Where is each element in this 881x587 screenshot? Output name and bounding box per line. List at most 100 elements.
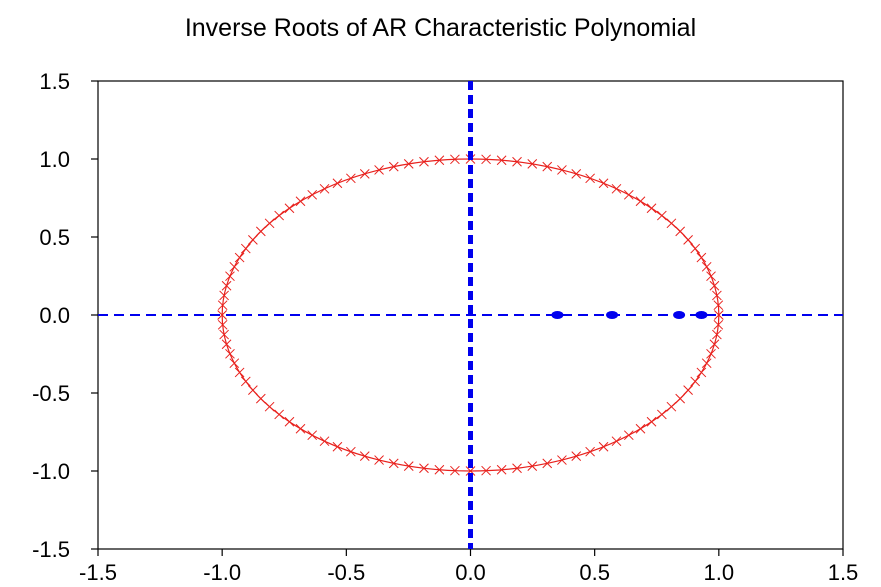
unit-circle-marker bbox=[709, 339, 720, 350]
unit-circle-marker bbox=[557, 165, 567, 175]
unit-circle-marker bbox=[221, 280, 232, 291]
unit-circle-marker bbox=[683, 234, 693, 245]
unit-circle-marker bbox=[712, 290, 722, 301]
unit-circle-marker bbox=[374, 165, 384, 175]
unit-circle-marker bbox=[712, 329, 722, 340]
unit-circle-marker bbox=[248, 385, 258, 396]
unit-circle-marker bbox=[542, 161, 553, 172]
unit-circle-marker bbox=[295, 423, 306, 434]
unit-circle-marker bbox=[388, 458, 399, 469]
y-tick-label: 0.0 bbox=[39, 303, 70, 328]
unit-circle-marker bbox=[635, 423, 646, 434]
unit-circle-marker bbox=[221, 339, 232, 350]
unit-circle-marker bbox=[611, 436, 622, 447]
unit-circle-marker bbox=[229, 358, 240, 369]
unit-circle-marker bbox=[307, 430, 318, 441]
unit-circle-marker bbox=[542, 458, 553, 469]
unit-circle-marker bbox=[571, 451, 582, 462]
unit-circle-marker bbox=[332, 178, 343, 189]
unit-circle-marker bbox=[419, 463, 429, 474]
x-tick-label: -1.0 bbox=[203, 560, 241, 585]
unit-circle-marker bbox=[264, 401, 275, 412]
unit-circle-marker bbox=[225, 271, 235, 282]
unit-circle-marker bbox=[496, 155, 507, 166]
unit-circle-marker bbox=[264, 218, 275, 229]
unit-circle-marker bbox=[623, 189, 634, 200]
x-tick-label: 1.0 bbox=[704, 560, 735, 585]
y-tick-label: -1.5 bbox=[32, 537, 70, 562]
unit-circle-marker bbox=[713, 300, 724, 311]
unit-circle-marker bbox=[359, 168, 370, 179]
unit-circle-marker bbox=[496, 464, 507, 475]
x-tick-label: -1.5 bbox=[79, 560, 117, 585]
unit-circle-marker bbox=[374, 455, 384, 465]
unit-circle-marker bbox=[240, 376, 251, 387]
unit-circle-marker bbox=[683, 385, 693, 396]
root-point bbox=[551, 311, 564, 319]
x-tick-label: 0.5 bbox=[579, 560, 610, 585]
unit-circle-marker bbox=[571, 168, 582, 179]
unit-circle-marker bbox=[713, 310, 724, 320]
unit-circle-marker bbox=[675, 393, 686, 404]
unit-circle-marker bbox=[623, 430, 634, 441]
unit-circle-marker bbox=[635, 196, 646, 207]
unit-circle-marker bbox=[656, 210, 667, 221]
unit-circle-marker bbox=[234, 252, 245, 263]
unit-circle-marker bbox=[234, 367, 245, 378]
unit-circle-marker bbox=[217, 310, 228, 320]
unit-circle-marker bbox=[656, 409, 667, 420]
unit-circle-marker bbox=[706, 348, 716, 359]
unit-circle-marker bbox=[585, 173, 595, 184]
inverse-roots bbox=[551, 311, 708, 319]
y-tick-label: -1.0 bbox=[32, 459, 70, 484]
y-tick-label: 0.5 bbox=[39, 225, 70, 250]
unit-circle-marker bbox=[248, 234, 258, 245]
unit-circle-marker bbox=[481, 154, 491, 165]
unit-circle-marker bbox=[403, 159, 414, 169]
unit-circle-marker bbox=[666, 218, 677, 229]
unit-circle-marker bbox=[706, 271, 716, 282]
y-tick-label: 1.0 bbox=[39, 147, 70, 172]
unit-circle-marker bbox=[690, 243, 701, 254]
unit-circle-marker bbox=[332, 441, 343, 452]
unit-circle-marker bbox=[696, 367, 707, 378]
unit-circle-marker bbox=[481, 465, 491, 476]
unit-circle-marker bbox=[419, 156, 429, 167]
unit-circle-marker bbox=[274, 210, 285, 221]
unit-circle-marker bbox=[359, 451, 370, 462]
unit-circle-marker bbox=[319, 183, 330, 194]
unit-circle-marker bbox=[307, 189, 318, 200]
unit-circle-marker bbox=[388, 161, 399, 172]
unit-circle-marker bbox=[701, 261, 712, 272]
unit-circle-marker bbox=[229, 261, 240, 272]
unit-circle-marker bbox=[434, 464, 445, 475]
unit-circle-marker bbox=[598, 178, 609, 189]
unit-circle-marker bbox=[295, 196, 306, 207]
root-point bbox=[673, 311, 686, 319]
unit-circle-marker bbox=[255, 393, 266, 404]
unit-circle-marker bbox=[284, 416, 295, 427]
chart-title: Inverse Roots of AR Characteristic Polyn… bbox=[184, 14, 697, 42]
y-tick-label: -0.5 bbox=[32, 381, 70, 406]
unit-circle-marker bbox=[527, 159, 538, 169]
unit-circle-marker bbox=[646, 203, 657, 214]
unit-circle-marker bbox=[527, 461, 538, 471]
unit-circle-marker bbox=[690, 376, 701, 387]
unit-circle-marker bbox=[240, 243, 251, 254]
unit-circle-marker bbox=[319, 436, 330, 447]
unit-circle-marker bbox=[219, 290, 229, 301]
unit-circle-marker bbox=[611, 183, 622, 194]
unit-circle-marker bbox=[666, 401, 677, 412]
unit-circle-marker bbox=[713, 319, 724, 330]
unit-circle-marker bbox=[585, 446, 595, 457]
unit-circle-marker bbox=[403, 461, 414, 471]
unit-circle-marker bbox=[346, 446, 356, 457]
unit-circle-marker bbox=[557, 455, 567, 465]
unit-circle-marker bbox=[225, 348, 235, 359]
unit-circle-marker bbox=[346, 173, 356, 184]
unit-circle-marker bbox=[646, 416, 657, 427]
unit-circle-marker bbox=[274, 409, 285, 420]
unit-circle-marker bbox=[709, 280, 720, 291]
x-tick-label: 1.5 bbox=[828, 560, 859, 585]
unit-circle-marker bbox=[217, 319, 228, 330]
